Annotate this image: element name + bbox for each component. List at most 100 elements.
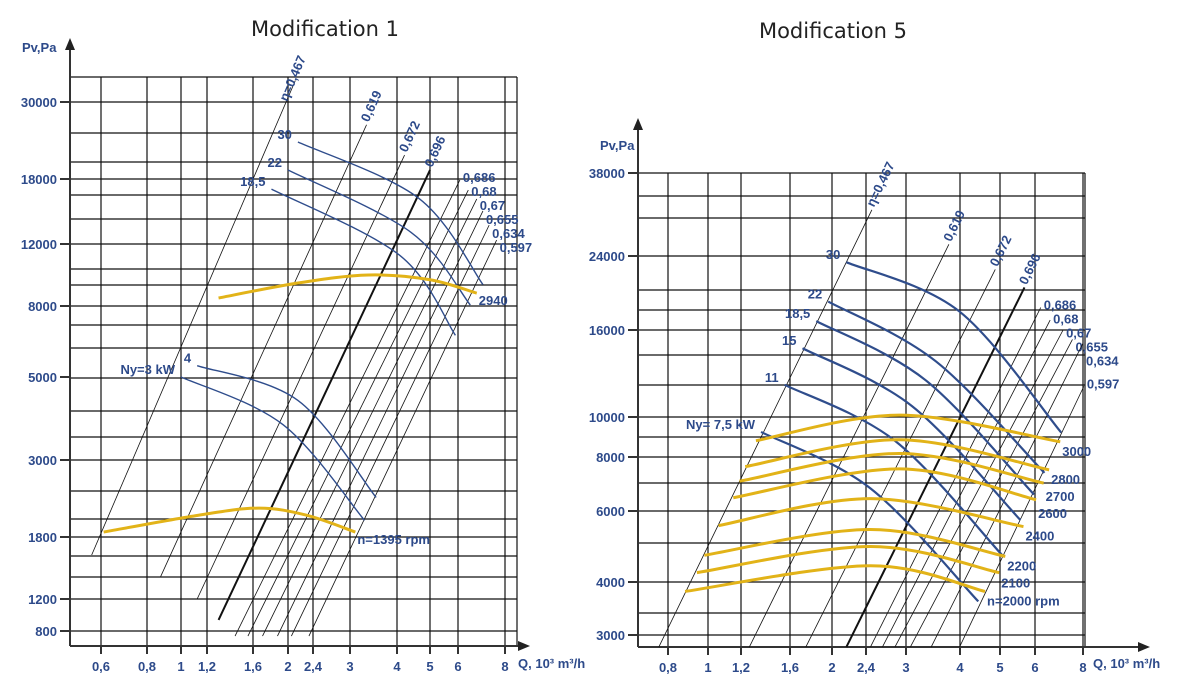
x-tick-label: 0,8 (659, 660, 677, 675)
y-axis-label: Pv,Pa (22, 40, 57, 55)
y-tick-label: 800 (35, 624, 57, 639)
chart-1: Modification 1 Pv,Pa Q, 10³ m³/h 0,6 0,8 1 1,2… (21, 17, 585, 674)
power-curve (802, 347, 1022, 521)
y-tick-label: 6000 (596, 504, 625, 519)
efficiency-label: 0,619 (940, 208, 968, 244)
efficiency-line (909, 339, 1073, 648)
efficiency-line (291, 224, 490, 637)
speed-curve (704, 527, 1006, 558)
efficiency-line (196, 154, 405, 600)
speed-label: 2940 (479, 293, 508, 308)
x-tick-label: 1,2 (732, 660, 750, 675)
x-tick-label: 0,6 (92, 659, 110, 674)
efficiency-label: 0,67 (480, 198, 505, 213)
speed-curve (718, 497, 1024, 529)
efficiency-line (930, 343, 1084, 648)
power-curve (180, 376, 366, 521)
speed-label: n=1395 rpm (357, 532, 430, 547)
chart-title: Modification 5 (759, 19, 907, 43)
x-tick-label: 5 (996, 660, 1003, 675)
y-tick-label: 8000 (596, 450, 625, 465)
power-label: 22 (808, 287, 822, 302)
y-tick-label: 4000 (596, 575, 625, 590)
y-tick-label: 18000 (21, 172, 57, 187)
speed-curve (218, 273, 478, 300)
speed-curve (696, 544, 1000, 575)
efficiency-label: 0,68 (471, 184, 496, 199)
power-curve (271, 188, 456, 336)
efficiency-line (959, 386, 1085, 648)
efficiency-label: 0,686 (1044, 297, 1077, 312)
efficiency-label: 0,696 (421, 133, 448, 169)
efficiency-label: 0,619 (358, 88, 385, 124)
efficiency-label: 0,634 (1086, 353, 1119, 368)
y-tick-label: 24000 (589, 249, 625, 264)
y-tick-label: 3000 (28, 453, 57, 468)
speed-label: 2400 (1025, 529, 1054, 544)
speed-label: 2700 (1046, 489, 1075, 504)
efficiency-label: 0,597 (1087, 376, 1120, 391)
power-label: 11 (765, 370, 779, 385)
efficiency-label: 0,597 (500, 240, 533, 255)
efficiency-line (234, 179, 461, 637)
efficiency-label: 0,634 (492, 226, 525, 241)
x-tick-label: 2,4 (857, 660, 876, 675)
power-label: Ny=3 kW (120, 362, 175, 377)
x-tick-label: 6 (454, 659, 461, 674)
efficiency-label: 0,672 (396, 118, 423, 154)
efficiency-label: 0,655 (486, 212, 519, 227)
speed-label: 2600 (1038, 506, 1067, 521)
y-axis-arrow-icon (65, 38, 75, 50)
power-label: 15 (782, 333, 796, 348)
speed-curve (103, 506, 356, 534)
efficiency-label: 0,68 (1053, 311, 1078, 326)
power-label: 22 (268, 155, 282, 170)
y-tick-label: 30000 (21, 95, 57, 110)
power-label: 18,5 (240, 174, 265, 189)
x-tick-label: 1 (177, 659, 184, 674)
power-label: 18,5 (785, 306, 810, 321)
efficiency-line (262, 198, 478, 637)
grid (70, 76, 518, 646)
y-tick-label: 5000 (28, 370, 57, 385)
efficiency-line (247, 189, 469, 637)
power-label: Ny= 7,5 kW (686, 417, 756, 432)
power-curve (297, 141, 484, 286)
y-tick-label: 12000 (21, 237, 57, 252)
efficiency-line (308, 239, 497, 637)
x-axis-arrow-icon (1138, 642, 1150, 652)
efficiency-line (217, 169, 431, 621)
chart-title: Modification 1 (251, 17, 399, 41)
speed-curve (755, 413, 1061, 444)
x-tick-label: 2 (828, 660, 835, 675)
power-curve (827, 300, 1046, 474)
speed-curve (744, 438, 1050, 472)
speed-label: n=2000 rpm (987, 593, 1060, 608)
x-tick-label: 1,6 (244, 659, 262, 674)
x-tick-label: 2 (284, 659, 291, 674)
x-tick-label: 1,6 (781, 660, 799, 675)
x-axis-arrow-icon (518, 641, 530, 651)
power-curve (760, 430, 980, 603)
efficiency-label: η=0,467 (276, 53, 309, 103)
x-tick-label: 3 (902, 660, 909, 675)
efficiency-label: 0,672 (987, 233, 1015, 269)
speed-curve (684, 564, 986, 593)
speed-curve (739, 451, 1044, 485)
x-tick-label: 3 (346, 659, 353, 674)
x-axis-label: Q, 10³ m³/h (518, 656, 585, 671)
power-curve (845, 261, 1063, 434)
efficiency-label: η=0,467 (863, 159, 898, 209)
power-label: 4 (184, 351, 192, 366)
speed-label: 2100 (1001, 575, 1030, 590)
chart-2: Modification 5 Pv,Pa Q, 10³ m³/h 0,8 1 1,2 1,6… (589, 19, 1160, 675)
speed-label: 2200 (1007, 558, 1036, 573)
y-tick-label: 8000 (28, 299, 57, 314)
x-tick-label: 0,8 (138, 659, 156, 674)
x-tick-label: 4 (956, 660, 964, 675)
x-tick-label: 6 (1031, 660, 1038, 675)
efficiency-line (658, 209, 873, 648)
efficiency-label: 0,686 (463, 170, 496, 185)
x-tick-label: 1,2 (198, 659, 216, 674)
